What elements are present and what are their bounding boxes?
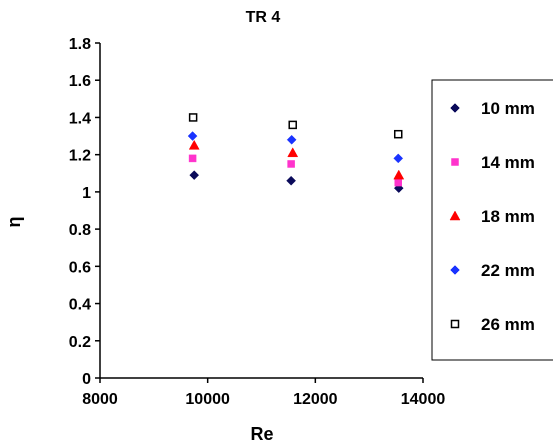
legend-label-5: 26 mm bbox=[481, 315, 535, 334]
plot-axes bbox=[99, 43, 423, 379]
data-point-series-3 bbox=[393, 169, 405, 180]
y-tick-label: 0 bbox=[82, 371, 91, 388]
y-tick-label: 1.8 bbox=[69, 36, 91, 53]
data-point-series-1 bbox=[189, 170, 200, 180]
legend-label-4: 22 mm bbox=[481, 261, 535, 280]
legend: 10 mm 14 mm 18 mm 22 mm 26 mm bbox=[431, 79, 553, 361]
x-tick-label: 14000 bbox=[401, 391, 446, 408]
legend-label-3: 18 mm bbox=[481, 207, 535, 226]
data-point-series-5 bbox=[288, 120, 297, 130]
data-point-series-5 bbox=[393, 129, 403, 139]
y-tick-label: 0.6 bbox=[69, 259, 91, 276]
y-tick-label: 1.2 bbox=[69, 148, 91, 165]
legend-marker-5 bbox=[450, 319, 460, 329]
y-tick-label: 1.4 bbox=[69, 110, 91, 127]
data-point-series-3 bbox=[188, 139, 200, 150]
data-points bbox=[187, 113, 405, 194]
chart-title: TR 4 bbox=[246, 9, 281, 26]
y-tick-label: 0.2 bbox=[69, 334, 91, 351]
data-point-series-2 bbox=[188, 154, 197, 163]
y-tick-label: 0.8 bbox=[69, 222, 91, 239]
y-tick-label: 1.6 bbox=[69, 73, 91, 90]
y-tick-label: 0.4 bbox=[69, 297, 91, 314]
x-tick-label: 10000 bbox=[185, 391, 230, 408]
data-point-series-4 bbox=[187, 131, 198, 141]
legend-marker-2 bbox=[451, 158, 459, 166]
legend-items: 10 mm 14 mm 18 mm 22 mm 26 mm bbox=[449, 99, 535, 334]
legend-marker-3 bbox=[449, 210, 461, 221]
data-point-series-4 bbox=[393, 153, 404, 164]
data-point-series-2 bbox=[287, 160, 295, 168]
y-tick-label: 1 bbox=[82, 185, 91, 202]
data-point-series-3 bbox=[287, 147, 299, 158]
y-axis-ticks: 0 0.2 0.4 0.6 0.8 1 1.2 1.4 1.6 1.8 bbox=[69, 36, 100, 388]
x-axis-ticks: 8000 10000 12000 14000 bbox=[82, 378, 445, 408]
data-point-series-2 bbox=[394, 178, 402, 187]
data-point-series-4 bbox=[286, 134, 297, 145]
legend-marker-1 bbox=[450, 103, 460, 113]
x-tick-label: 12000 bbox=[293, 391, 338, 408]
legend-box bbox=[431, 79, 553, 361]
legend-marker-4 bbox=[450, 265, 460, 275]
y-axis-label: η bbox=[4, 217, 24, 228]
legend-label-1: 10 mm bbox=[481, 99, 535, 118]
x-axis-label: Re bbox=[250, 424, 273, 444]
data-point-series-5 bbox=[188, 113, 198, 122]
x-tick-label: 8000 bbox=[82, 391, 118, 408]
data-point-series-1 bbox=[286, 175, 296, 186]
legend-label-2: 14 mm bbox=[481, 153, 535, 172]
